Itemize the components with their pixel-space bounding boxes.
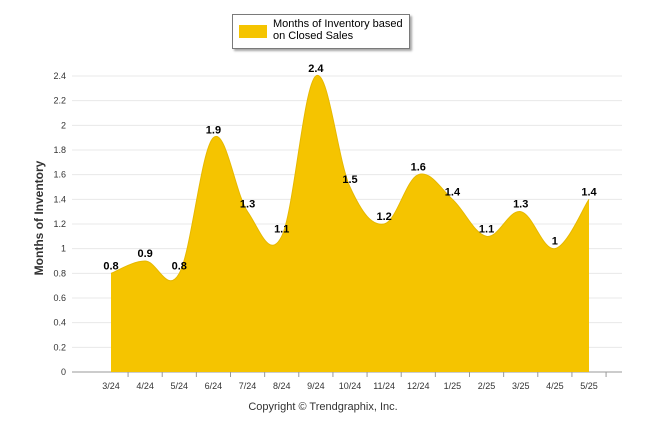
data-label: 1.9 bbox=[206, 125, 221, 137]
x-tick-label: 5/25 bbox=[580, 381, 598, 391]
y-tick-label: 0.6 bbox=[53, 293, 66, 303]
data-label: 1.6 bbox=[411, 162, 426, 174]
x-tick-label: 9/24 bbox=[307, 381, 325, 391]
data-label: 1.2 bbox=[376, 211, 391, 223]
x-tick-label: 12/24 bbox=[407, 381, 430, 391]
y-tick-label: 2.4 bbox=[53, 71, 66, 81]
x-tick-label: 8/24 bbox=[273, 381, 291, 391]
x-tick-label: 3/25 bbox=[512, 381, 530, 391]
y-tick-label: 1.4 bbox=[53, 194, 66, 204]
data-labels: 0.8 0.9 0.8 1.9 1.3 1.1 2.4 1.5 1.2 1.6 1.4 1.1 1.3 1… bbox=[103, 63, 597, 272]
data-label: 1.3 bbox=[513, 199, 528, 211]
data-label: 1.3 bbox=[240, 199, 255, 211]
x-tick-label: 6/24 bbox=[205, 381, 223, 391]
y-tick-label: 0.2 bbox=[53, 342, 66, 352]
y-tick-label: 0.4 bbox=[53, 318, 66, 328]
area-fill bbox=[111, 75, 589, 373]
series-line bbox=[110, 75, 590, 282]
chart-legend: Months of Inventory based on Closed Sale… bbox=[232, 14, 410, 49]
x-tick-label: 10/24 bbox=[339, 381, 362, 391]
x-tick-label: 4/25 bbox=[546, 381, 564, 391]
data-label: 1.4 bbox=[445, 186, 461, 198]
chart-area-series bbox=[110, 75, 590, 373]
data-label: 0.9 bbox=[137, 248, 152, 260]
x-tick-label: 1/25 bbox=[444, 381, 462, 391]
y-tick-label: 2.2 bbox=[53, 96, 66, 106]
data-label: 1.5 bbox=[342, 174, 357, 186]
x-tick-label: 5/24 bbox=[171, 381, 189, 391]
copyright-footer: Copyright © Trendgraphix, Inc. bbox=[248, 401, 398, 413]
y-tick-label: 1.2 bbox=[53, 219, 66, 229]
y-tick-label: 1 bbox=[61, 244, 66, 254]
y-axis-title: Months of Inventory bbox=[32, 160, 46, 275]
x-tick-label: 3/24 bbox=[102, 381, 120, 391]
data-label: 0.8 bbox=[103, 260, 118, 272]
data-label: 2.4 bbox=[308, 63, 324, 75]
data-label: 1 bbox=[552, 236, 558, 248]
y-tick-label: 0.8 bbox=[53, 268, 66, 278]
data-label: 1.1 bbox=[479, 223, 494, 235]
legend-label: Months of Inventory based on Closed Sale… bbox=[273, 18, 403, 42]
y-tick-label: 1.6 bbox=[53, 170, 66, 180]
data-label: 1.4 bbox=[581, 186, 597, 198]
x-tick-label: 2/25 bbox=[478, 381, 496, 391]
y-tick-label: 2 bbox=[61, 120, 66, 130]
legend-swatch bbox=[239, 25, 267, 38]
data-label: 1.1 bbox=[274, 223, 289, 235]
y-axis-ticks: 0 0.2 0.4 0.6 0.8 1 1.2 1.4 1.6 1.8 2 2.2 2.4 bbox=[53, 71, 66, 377]
y-tick-label: 1.8 bbox=[53, 145, 66, 155]
y-tick-label: 0 bbox=[61, 367, 66, 377]
x-tick-label: 7/24 bbox=[239, 381, 257, 391]
x-tick-label: 4/24 bbox=[136, 381, 154, 391]
data-label: 0.8 bbox=[172, 260, 187, 272]
x-axis-ticks: 3/24 4/24 5/24 6/24 7/24 8/24 9/24 10/24 11/24 12… bbox=[102, 372, 607, 391]
x-tick-label: 11/24 bbox=[373, 381, 395, 391]
